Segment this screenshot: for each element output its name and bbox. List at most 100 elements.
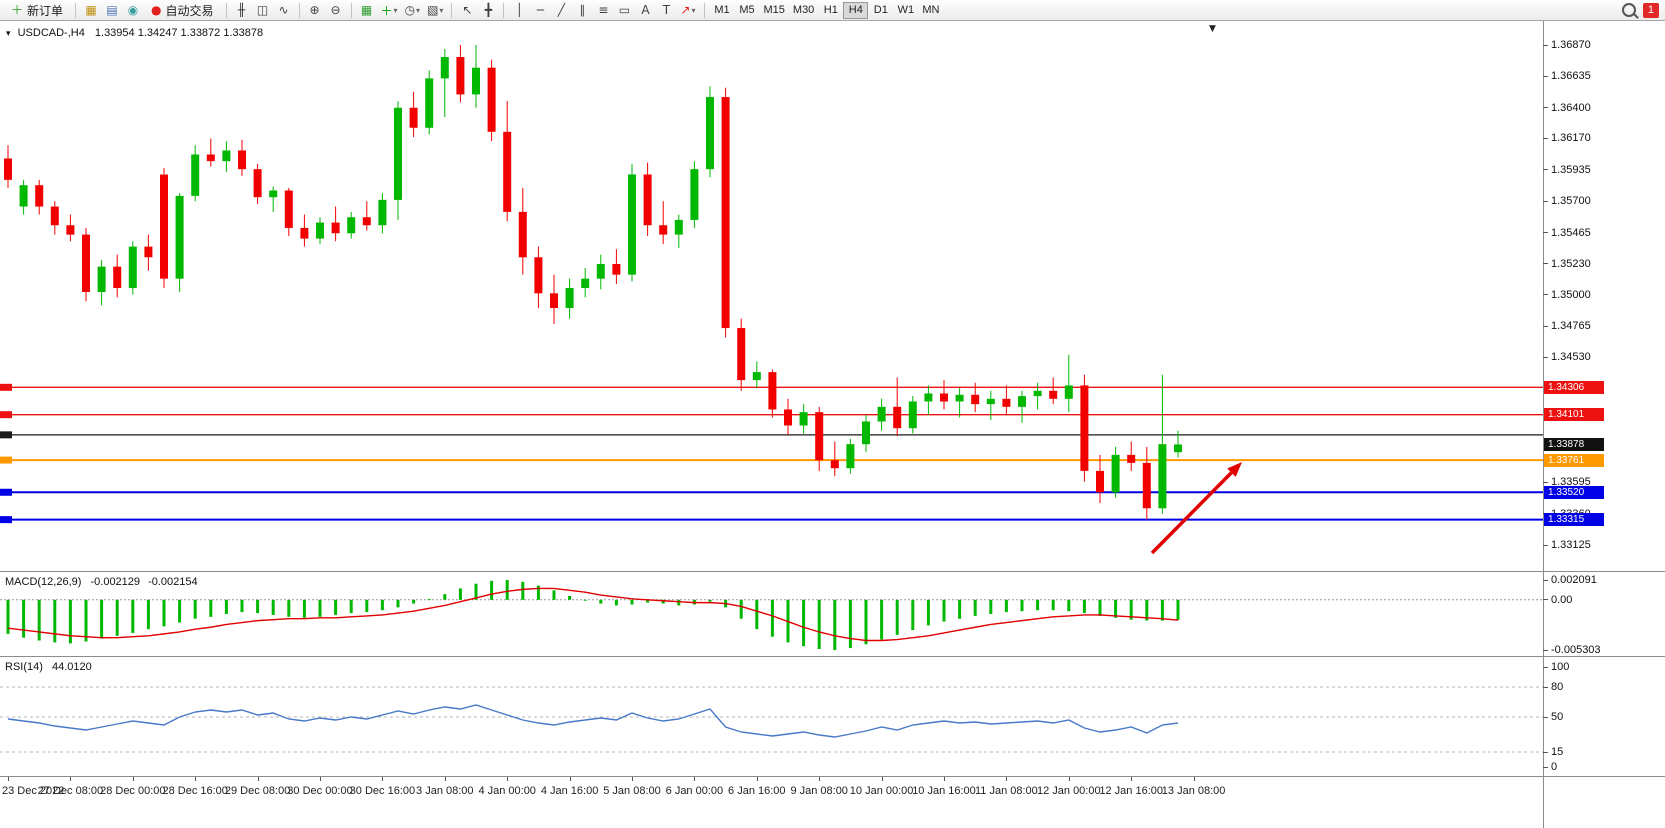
notification-badge[interactable]: 1 xyxy=(1642,2,1659,18)
candle xyxy=(893,377,902,437)
time-tick-label: 4 Jan 00:00 xyxy=(478,785,536,797)
timeframe-button-m1[interactable]: M1 xyxy=(710,2,735,19)
time-tick-label: 10 Jan 16:00 xyxy=(912,785,976,797)
price-tick-label: 1.35230 xyxy=(1551,257,1591,270)
macd-tick xyxy=(1543,579,1548,581)
candle xyxy=(1127,441,1136,471)
bar-chart-icon[interactable]: ╫ xyxy=(232,1,252,19)
candle xyxy=(830,441,839,477)
rsi-pane[interactable] xyxy=(0,657,1543,776)
candlestick-chart-icon[interactable]: ◫ xyxy=(253,1,273,19)
channel-icon[interactable]: ∥ xyxy=(572,1,592,19)
macd-value-2: -0.002154 xyxy=(148,576,198,588)
rsi-tick xyxy=(1543,686,1548,688)
candle xyxy=(503,101,512,222)
drawn-arrow-head[interactable] xyxy=(1227,462,1242,477)
candle xyxy=(456,45,465,103)
price-badge: 1.33878 xyxy=(1544,437,1604,451)
zoom-out-icon[interactable]: ⊖ xyxy=(326,1,346,19)
pane-divider[interactable] xyxy=(0,571,1665,572)
macd-label: MACD(12,26,9) xyxy=(5,576,82,588)
timeframe-button-m5[interactable]: M5 xyxy=(735,2,760,19)
timeframe-button-mn[interactable]: MN xyxy=(918,2,943,19)
search-button[interactable] xyxy=(1619,1,1639,19)
rsi-title-bar: RSI(14) 44.0120 xyxy=(5,661,92,673)
new-order-button[interactable]: ＋ 新订单 xyxy=(4,1,70,19)
time-tick xyxy=(569,777,571,781)
templates-icon[interactable]: ▧ ▾ xyxy=(424,1,446,19)
toolbar-separator xyxy=(703,2,705,18)
candle xyxy=(1158,374,1167,514)
horizontal-line-icon[interactable]: ─ xyxy=(530,1,550,19)
macd-signal-line xyxy=(7,587,1179,642)
cursor-icon[interactable]: ↖ xyxy=(457,1,477,19)
pane-divider[interactable] xyxy=(0,656,1665,657)
time-tick xyxy=(320,777,321,781)
rsi-axis-label: 15 xyxy=(1551,746,1564,758)
timeframe-button-w1[interactable]: W1 xyxy=(893,2,918,19)
macd-axis-label: 0.00 xyxy=(1551,593,1573,606)
macd-pane[interactable] xyxy=(0,572,1543,656)
arrows-tool-icon[interactable]: ↗ ▾ xyxy=(677,1,698,19)
price-tick xyxy=(1543,481,1548,483)
candle xyxy=(1111,446,1120,498)
drawn-arrow[interactable] xyxy=(1150,471,1233,555)
timeframe-button-h4[interactable]: H4 xyxy=(843,1,869,19)
trendline-icon[interactable]: ╱ xyxy=(551,1,571,19)
time-tick-label: 9 Jan 08:00 xyxy=(790,785,848,797)
timeframe-button-m30[interactable]: M30 xyxy=(789,2,818,19)
macd-value-1: -0.002129 xyxy=(90,576,141,588)
price-tick-label: 1.34765 xyxy=(1551,320,1591,333)
candle xyxy=(706,86,714,178)
shapes-icon[interactable]: ▭ xyxy=(614,1,634,19)
crosshair-icon[interactable]: ╋ xyxy=(478,1,498,19)
candle xyxy=(1174,430,1182,458)
time-tick xyxy=(881,777,883,781)
new-chart-icon[interactable]: ▦ xyxy=(81,1,101,19)
candle xyxy=(565,278,574,319)
candle xyxy=(284,187,293,236)
price-tick xyxy=(1543,294,1548,296)
price-tick xyxy=(1543,44,1548,46)
text-tool-icon[interactable]: A xyxy=(635,1,655,19)
caret-icon: ▾ xyxy=(439,5,444,15)
indicators-icon[interactable]: ＋ ▾ xyxy=(378,1,401,19)
candle xyxy=(144,234,153,271)
profiles-icon[interactable]: ▤ xyxy=(102,1,122,19)
timeframe-button-m15[interactable]: M15 xyxy=(760,2,789,19)
candle xyxy=(1033,382,1042,410)
price-badge: 1.33520 xyxy=(1544,485,1604,499)
price-badge: 1.33315 xyxy=(1544,513,1604,527)
tile-windows-icon[interactable]: ▦ xyxy=(357,1,377,19)
candle xyxy=(331,206,340,242)
pane-divider[interactable] xyxy=(0,776,1665,777)
vertical-line-icon[interactable]: │ xyxy=(509,1,529,19)
time-tick xyxy=(944,777,945,781)
price-tick xyxy=(1543,356,1548,358)
time-tick-label: 3 Jan 08:00 xyxy=(416,785,474,797)
periods-icon[interactable]: ◷ ▾ xyxy=(402,1,424,19)
main-chart-pane[interactable] xyxy=(0,21,1543,571)
time-tick-label: 28 Dec 16:00 xyxy=(162,785,228,797)
time-tick xyxy=(1006,777,1008,781)
line-chart-icon[interactable]: ∿ xyxy=(274,1,294,19)
fibonacci-icon[interactable]: ≡ xyxy=(593,1,613,19)
timeframe-button-d1[interactable]: D1 xyxy=(868,2,893,19)
autotrading-button[interactable]: ● 自动交易 xyxy=(144,1,221,19)
time-tick xyxy=(507,777,509,781)
candle xyxy=(690,161,699,228)
candle xyxy=(253,163,262,204)
candle xyxy=(815,406,824,471)
line-left-marker xyxy=(0,383,12,391)
time-tick-label: 10 Jan 00:00 xyxy=(849,785,914,797)
candle xyxy=(50,201,59,235)
price-tick-label: 1.36870 xyxy=(1551,39,1591,51)
time-tick-label: 12 Jan 16:00 xyxy=(1099,785,1163,797)
chart-menu-icon[interactable]: ▾ xyxy=(6,29,11,39)
timeframe-button-h1[interactable]: H1 xyxy=(818,2,843,19)
alerts-icon[interactable]: ◉ xyxy=(123,1,143,19)
label-tool-icon[interactable]: T xyxy=(656,1,676,19)
zoom-in-icon[interactable]: ⊕ xyxy=(305,1,325,19)
time-tick-label: 6 Jan 16:00 xyxy=(728,785,786,797)
candle xyxy=(440,49,449,118)
